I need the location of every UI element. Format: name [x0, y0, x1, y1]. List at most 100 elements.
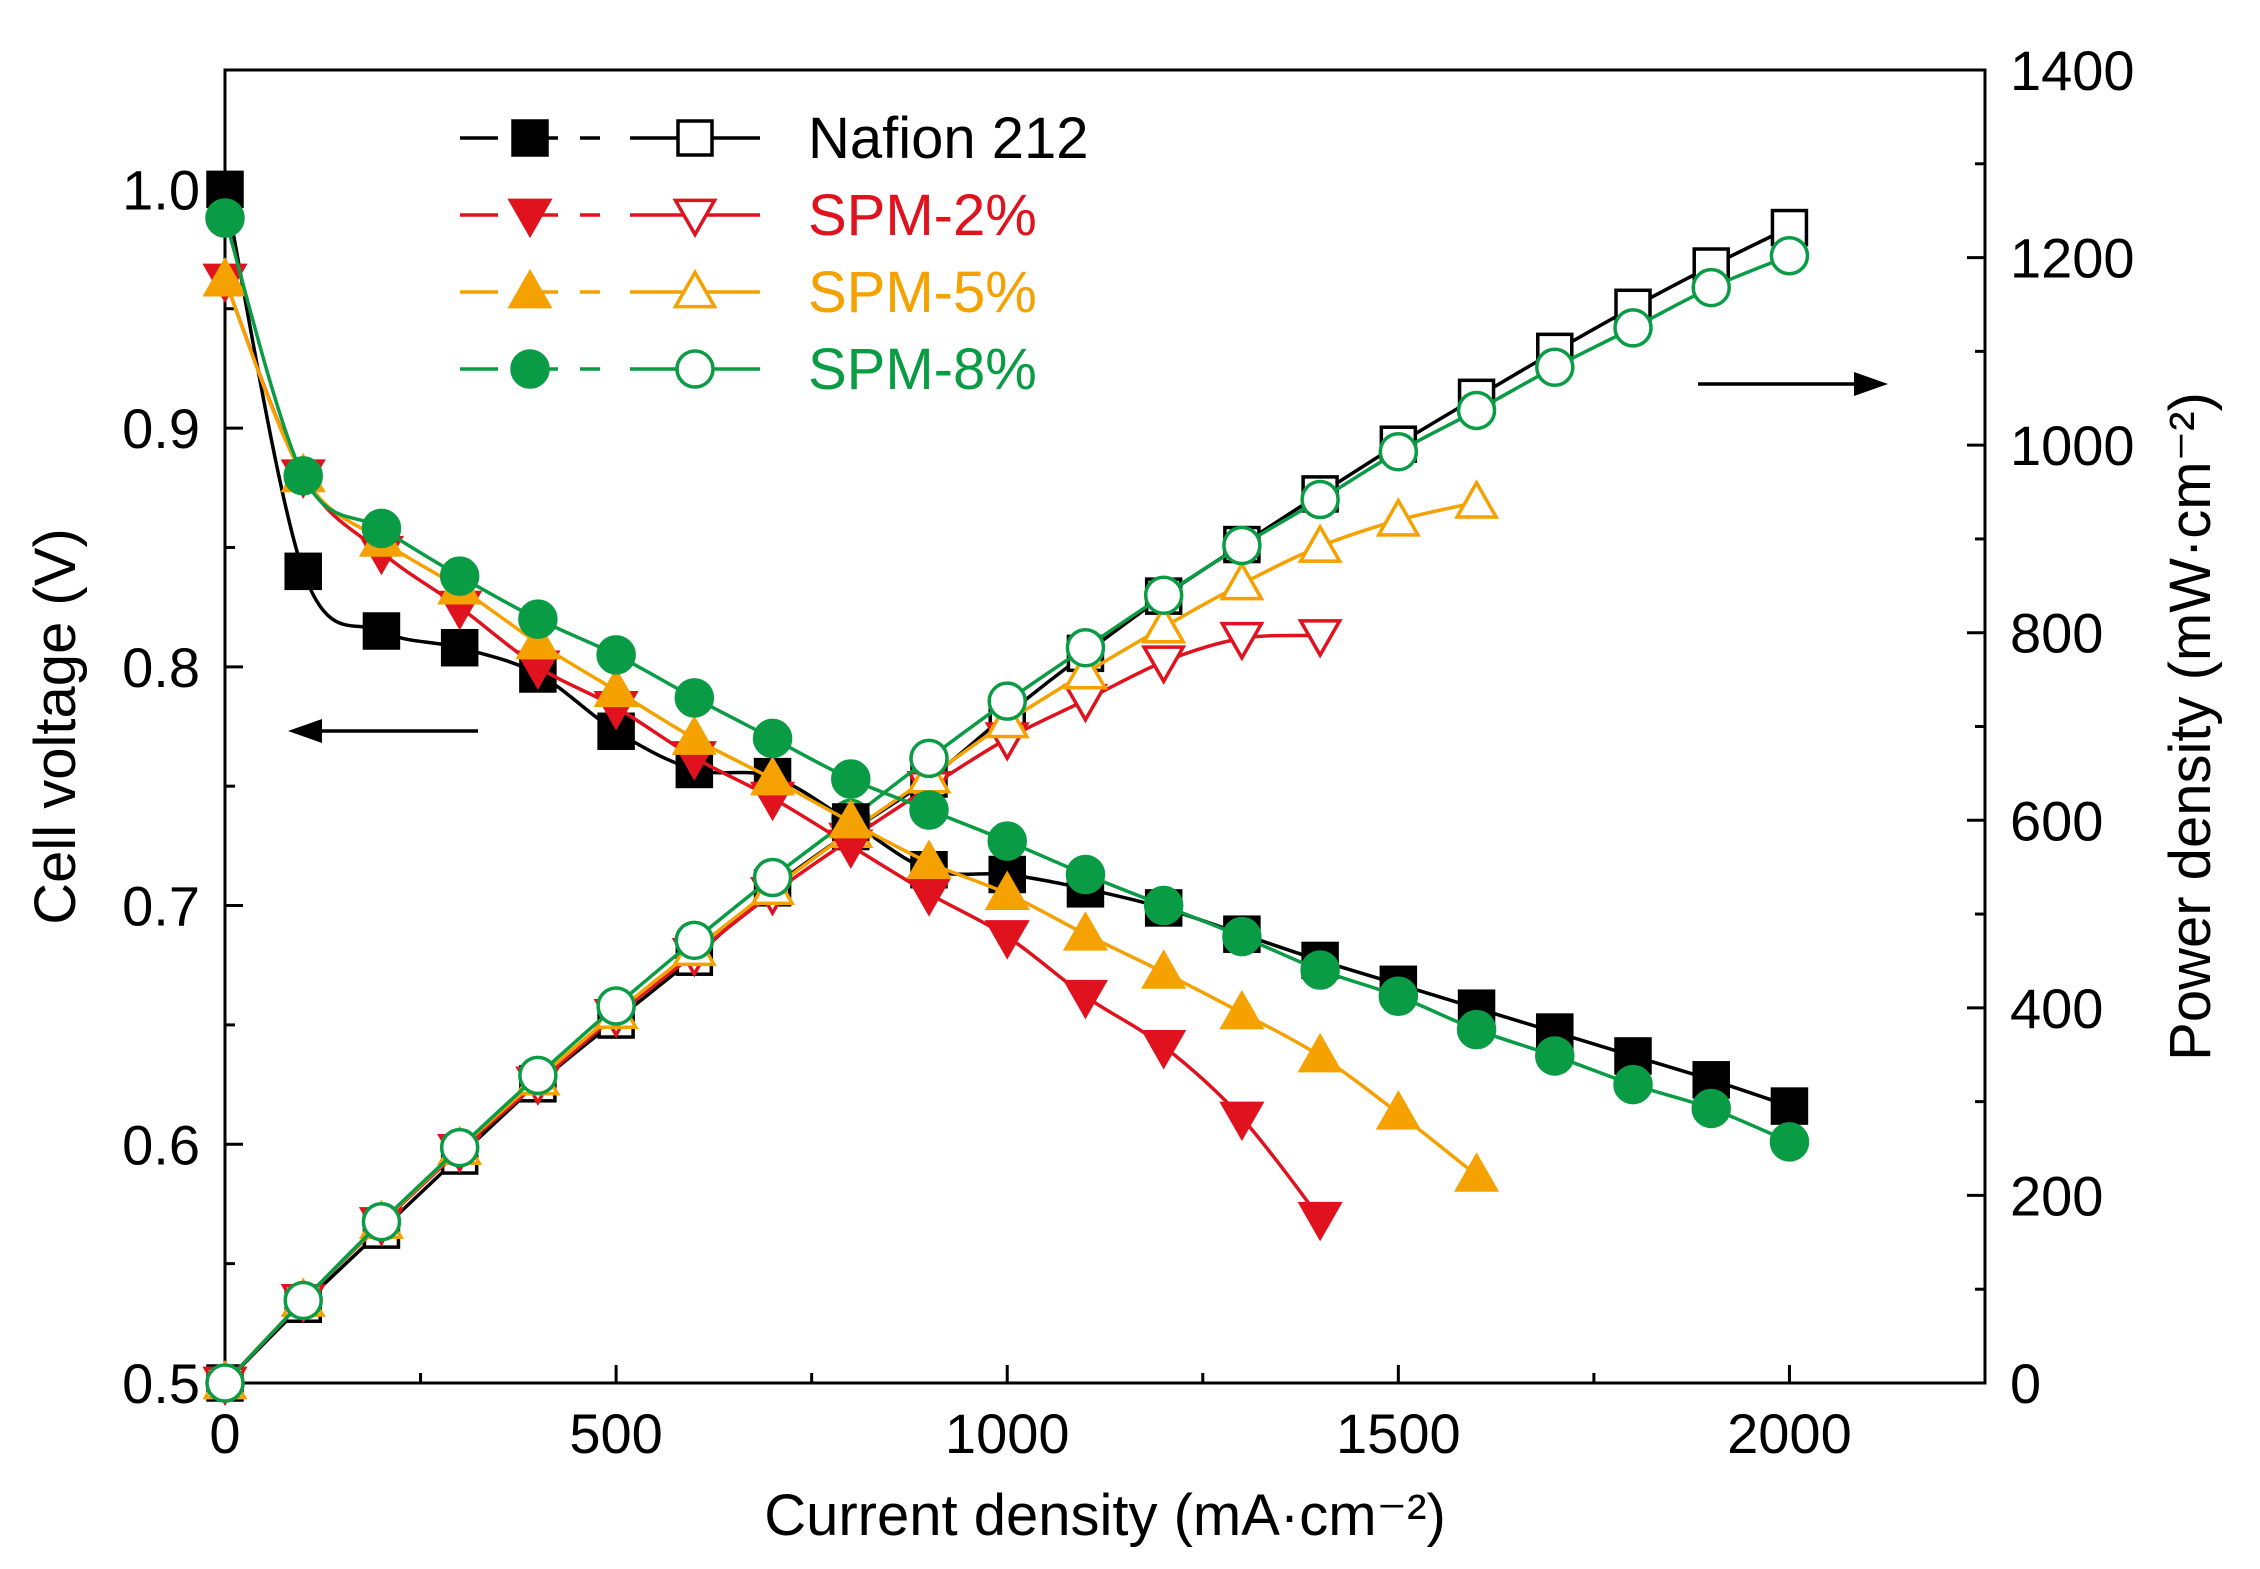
x-tick-label: 2000 [1727, 1402, 1852, 1465]
power-point [1141, 645, 1187, 685]
voltage-point [1769, 1122, 1810, 1162]
voltage-point [1453, 1152, 1500, 1192]
voltage-point [831, 759, 871, 799]
right-axis-arrow-head [1854, 372, 1888, 396]
voltage-point [1300, 950, 1340, 990]
y-left-tick-label: 1.0 [122, 158, 200, 221]
power-point [1300, 479, 1340, 520]
y-right-tick-label: 1000 [2010, 414, 2135, 477]
power-point [1613, 308, 1653, 348]
voltage-point [1297, 1201, 1343, 1242]
legend: Nafion 212 SPM-2% SPM-5% SPM-8% [460, 106, 1089, 402]
voltage-point [1219, 1101, 1265, 1142]
voltage-point [1297, 1032, 1343, 1073]
voltage-point [1535, 1036, 1575, 1076]
legend-open-marker [672, 198, 718, 239]
annotations [288, 372, 1888, 743]
y-right-tick-label: 800 [2010, 602, 2103, 665]
power-point [1219, 621, 1265, 662]
voltage-point [283, 456, 323, 496]
series-layer [202, 170, 1810, 1407]
power-line-spm-8 [223, 254, 1791, 1385]
voltage-point [362, 612, 401, 650]
voltage-point [1141, 949, 1187, 989]
y-right-axis-title: Power density (mW·cm⁻²) [2158, 392, 2223, 1061]
voltage-line-spm-5 [223, 279, 1478, 1177]
y-right-tick-label: 200 [2010, 1164, 2103, 1227]
power-point [1456, 390, 1497, 431]
power-point [1143, 575, 1184, 615]
legend-item-spm-5: SPM-5% [460, 260, 1037, 325]
y-right-tick-label: 600 [2010, 789, 2103, 852]
voltage-point [674, 678, 715, 718]
y-left-tick-label: 0.7 [122, 875, 200, 938]
voltage-point [361, 508, 402, 549]
power-point [1141, 604, 1187, 644]
power-point [1222, 525, 1262, 566]
voltage-point [1141, 1029, 1187, 1070]
voltage-point [828, 798, 874, 839]
voltage-point [518, 599, 558, 639]
power-point [596, 986, 636, 1026]
voltage-point [1222, 916, 1262, 957]
voltage-point [1691, 1088, 1731, 1129]
legend-filled-marker [510, 349, 550, 389]
legend-item-spm-2: SPM-2% [460, 183, 1037, 248]
power-point [283, 1280, 323, 1321]
power-point [1535, 347, 1575, 388]
voltage-point [515, 619, 561, 660]
legend-label: Nafion 212 [808, 106, 1089, 171]
voltage-point [1062, 911, 1109, 951]
power-point [1691, 267, 1731, 308]
voltage-point [284, 552, 322, 591]
series-spm-8-voltage [205, 198, 1810, 1162]
power-point [1769, 235, 1810, 276]
power-point [1453, 479, 1500, 519]
x-tick-label: 1500 [1336, 1402, 1461, 1465]
power-point [909, 738, 949, 779]
voltage-point [596, 635, 636, 675]
y-right-tick-label: 1200 [2010, 227, 2135, 290]
legend-open-marker [675, 349, 715, 389]
voltage-point [752, 718, 793, 759]
y-left-tick-label: 0.5 [122, 1352, 200, 1415]
x-axis-title: Current density (mA·cm⁻²) [764, 1483, 1446, 1548]
power-point [1065, 627, 1106, 668]
voltage-point [1065, 854, 1106, 895]
voltage-point [593, 667, 639, 708]
voltage-point [440, 628, 479, 667]
power-point [1062, 683, 1109, 724]
legend-filled-marker [511, 119, 549, 157]
voltage-point [671, 715, 717, 755]
x-tick-label: 1000 [945, 1402, 1070, 1465]
y-left-axis-title: Cell voltage (V) [23, 528, 88, 924]
y-left-tick-label: 0.6 [122, 1113, 200, 1176]
voltage-point [1143, 885, 1184, 926]
voltage-point [984, 870, 1030, 911]
y-left-tick-label: 0.9 [122, 397, 200, 460]
voltage-point [1378, 976, 1419, 1017]
power-point [1297, 619, 1343, 659]
legend-open-marker [672, 268, 718, 309]
x-tick-label: 500 [569, 1402, 662, 1465]
power-point [361, 1201, 402, 1242]
legend-item-nafion-212: Nafion 212 [460, 106, 1089, 171]
y-right-tick-label: 1400 [2010, 39, 2135, 102]
voltage-point [1219, 989, 1265, 1030]
power-point [518, 1055, 558, 1096]
voltage-point [1456, 1009, 1497, 1050]
voltage-point [439, 556, 480, 596]
series-spm-8-power [205, 235, 1810, 1403]
voltage-point [749, 755, 796, 796]
series-spm-5-voltage [202, 257, 1500, 1192]
voltage-point [987, 821, 1027, 861]
voltage-point [1062, 979, 1109, 1020]
voltage-point [909, 790, 949, 830]
power-point [1297, 523, 1343, 563]
legend-label: SPM-8% [808, 337, 1037, 402]
legend-filled-marker [507, 268, 553, 309]
voltage-point [1770, 1087, 1809, 1125]
legend-item-spm-8: SPM-8% [460, 337, 1037, 402]
power-point [1062, 649, 1109, 690]
voltage-point [906, 839, 952, 879]
